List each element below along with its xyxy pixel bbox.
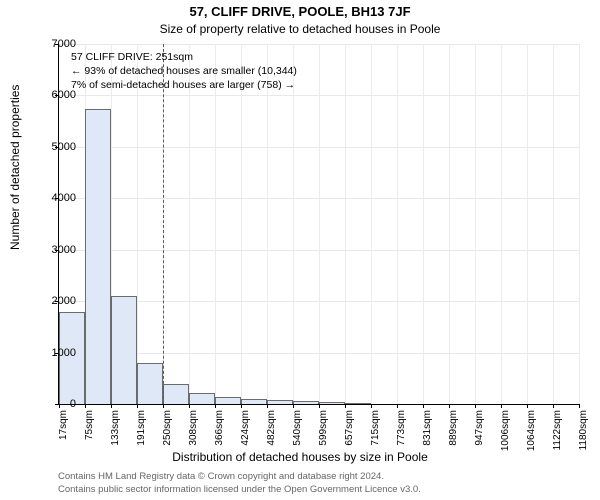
annotation-box: 57 CLIFF DRIVE: 251sqm← 93% of detached … [71,50,297,93]
y-tick-label: 4000 [36,192,76,204]
y-tick-label: 5000 [36,141,76,153]
y-tick-label: 2000 [36,295,76,307]
x-axis-label: Distribution of detached houses by size … [0,450,600,464]
histogram-bar [345,403,371,404]
y-tick-label: 6000 [36,89,76,101]
y-tick-label: 0 [36,398,76,410]
chart-container: 57, CLIFF DRIVE, POOLE, BH13 7JF Size of… [0,0,600,500]
histogram-bar [241,399,267,404]
histogram-bar [215,397,241,404]
annotation-line1: 57 CLIFF DRIVE: 251sqm [71,50,297,64]
property-marker-line [163,44,164,404]
chart-title: 57, CLIFF DRIVE, POOLE, BH13 7JF [0,4,600,19]
y-tick-label: 7000 [36,38,76,50]
annotation-line3: 7% of semi-detached houses are larger (7… [71,78,297,92]
histogram-bar [189,393,215,404]
y-axis-label: Number of detached properties [8,85,22,250]
plot-area: 57 CLIFF DRIVE: 251sqm← 93% of detached … [58,44,579,405]
annotation-line2: ← 93% of detached houses are smaller (10… [71,64,297,78]
histogram-bar [267,400,293,404]
attribution-line1: Contains HM Land Registry data © Crown c… [58,471,421,483]
y-tick-label: 3000 [36,244,76,256]
histogram-bar [111,296,137,404]
y-tick-label: 1000 [36,347,76,359]
histogram-bar [319,402,345,404]
chart-subtitle: Size of property relative to detached ho… [0,22,600,36]
histogram-bar [137,363,163,404]
histogram-bar [293,401,319,404]
attribution-line2: Contains public sector information licen… [58,484,421,496]
attribution: Contains HM Land Registry data © Crown c… [58,471,421,496]
histogram-bar [85,109,111,404]
histogram-bar [163,384,189,404]
